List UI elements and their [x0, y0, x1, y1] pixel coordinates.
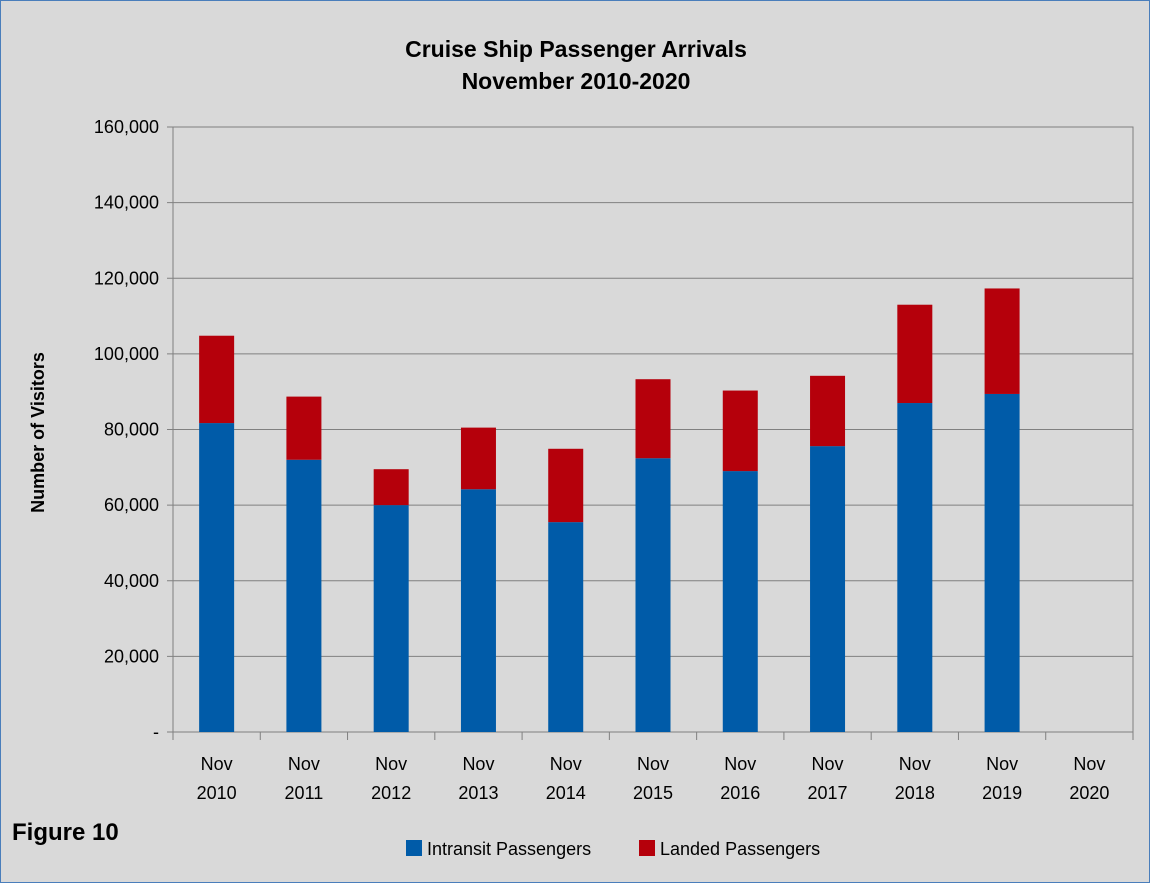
- x-tick-label-year: 2016: [720, 783, 760, 803]
- chart-title-line-2: November 2010-2020: [461, 68, 691, 94]
- x-tick-label-month: Nov: [637, 754, 669, 774]
- bar-landed: [548, 448, 584, 523]
- x-tick-label-month: Nov: [1073, 754, 1105, 774]
- x-tick-label-year: 2013: [458, 783, 498, 803]
- legend-swatch-landed: [639, 840, 655, 856]
- bar-landed: [984, 288, 1020, 394]
- x-tick-label-month: Nov: [288, 754, 320, 774]
- y-tick-label: 20,000: [104, 646, 159, 666]
- y-axis-title: Number of Visitors: [28, 352, 48, 513]
- x-tick-label-year: 2011: [285, 783, 324, 803]
- bar-landed: [373, 469, 409, 506]
- bar-landed: [722, 390, 758, 472]
- bar-landed: [635, 379, 671, 459]
- bar-intransit: [199, 423, 235, 732]
- x-tick-label-month: Nov: [724, 754, 756, 774]
- y-tick-label: 120,000: [94, 268, 159, 288]
- x-tick-label-month: Nov: [462, 754, 494, 774]
- bar-intransit: [635, 458, 671, 732]
- bar-intransit: [984, 393, 1020, 732]
- figure-label: Figure 10: [12, 819, 119, 846]
- x-tick-label-year: 2010: [197, 783, 237, 803]
- x-tick-label-year: 2020: [1069, 783, 1109, 803]
- bar-intransit: [897, 403, 933, 732]
- x-tick-label-year: 2017: [808, 783, 848, 803]
- x-tick-label-month: Nov: [899, 754, 931, 774]
- x-tick-label-year: 2019: [982, 783, 1022, 803]
- x-tick-label-month: Nov: [375, 754, 407, 774]
- bar-intransit: [810, 446, 846, 732]
- chart-title: Cruise Ship Passenger Arrivals November …: [1, 33, 1150, 97]
- x-tick-label-month: Nov: [986, 754, 1018, 774]
- x-tick-label-month: Nov: [550, 754, 582, 774]
- bar-intransit: [373, 505, 409, 732]
- y-tick-label: 80,000: [104, 420, 159, 440]
- x-tick-label-year: 2015: [633, 783, 673, 803]
- bar-landed: [286, 396, 322, 460]
- legend-label-landed: Landed Passengers: [660, 839, 820, 859]
- y-tick-label: 160,000: [94, 117, 159, 137]
- legend-swatch-intransit: [406, 840, 422, 856]
- bar-landed: [460, 427, 496, 490]
- y-tick-label: 60,000: [104, 495, 159, 515]
- x-tick-label-month: Nov: [201, 754, 233, 774]
- x-tick-label-year: 2012: [371, 783, 411, 803]
- x-tick-label-year: 2014: [546, 783, 586, 803]
- y-tick-label: 40,000: [104, 571, 159, 591]
- legend-label-intransit: Intransit Passengers: [427, 839, 591, 859]
- bar-landed: [810, 375, 846, 447]
- bar-intransit: [286, 459, 322, 732]
- x-tick-label-month: Nov: [812, 754, 844, 774]
- bar-intransit: [548, 522, 584, 732]
- bar-intransit: [722, 471, 758, 732]
- chart-title-line-1: Cruise Ship Passenger Arrivals: [405, 36, 747, 62]
- y-tick-label: 100,000: [94, 344, 159, 364]
- y-tick-label: -: [153, 722, 159, 742]
- bar-landed: [199, 335, 235, 424]
- bar-landed: [897, 304, 933, 404]
- y-tick-label: 140,000: [94, 193, 159, 213]
- x-tick-label-year: 2018: [895, 783, 935, 803]
- bar-intransit: [460, 489, 496, 732]
